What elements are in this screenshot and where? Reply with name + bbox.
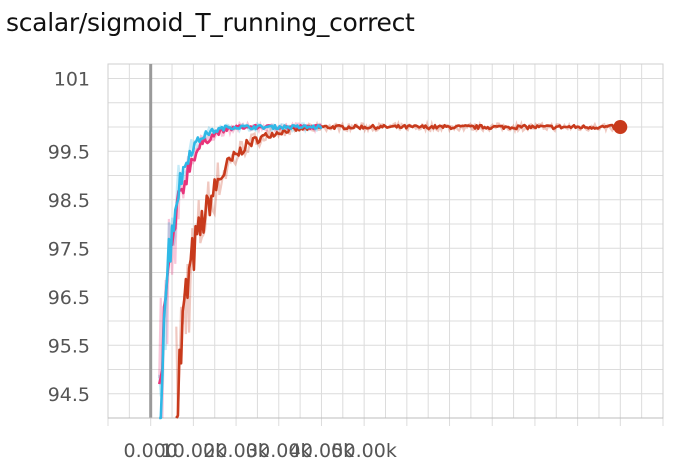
x-tick-label: 0.000 xyxy=(123,440,177,462)
axes xyxy=(107,63,664,419)
y-tick-label: 98.5 xyxy=(48,190,90,212)
x-tick-label: 20.00k xyxy=(203,440,268,462)
chart-title: scalar/sigmoid_T_running_correct xyxy=(6,8,415,37)
y-tick-labels: 94.5 95.5 96.5 97.5 98.5 99.5 101 xyxy=(48,69,90,406)
series-noise-band xyxy=(158,121,323,397)
y-tick-label: 95.5 xyxy=(48,335,90,357)
y-tick-label: 99.5 xyxy=(48,141,90,163)
series-lines xyxy=(157,120,628,420)
noise-bands xyxy=(158,119,622,419)
series-line xyxy=(159,123,323,420)
series-end-marker xyxy=(613,120,628,135)
x-tick-label: 40.00k xyxy=(289,440,354,462)
y-tick-label: 101 xyxy=(54,69,90,91)
series-line xyxy=(175,123,622,419)
series-noise-band xyxy=(175,119,622,419)
y-tick-label: 94.5 xyxy=(48,384,90,406)
y-tick-label: 96.5 xyxy=(48,287,90,309)
x-tick-label: 30.00k xyxy=(246,440,311,462)
x-tick-label: 50.00k xyxy=(331,440,396,462)
y-tick-label: 97.5 xyxy=(48,238,90,260)
x-tick-label: 10.00k xyxy=(161,440,226,462)
